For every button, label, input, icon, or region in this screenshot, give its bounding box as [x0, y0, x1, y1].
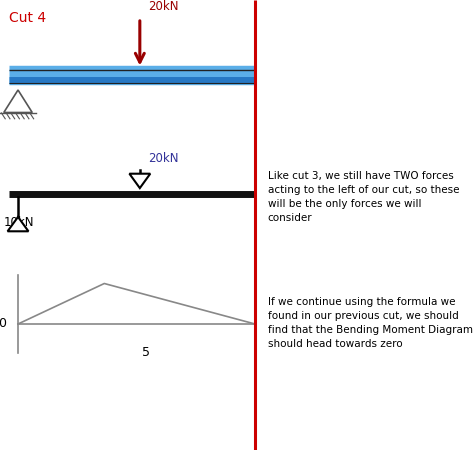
Text: Like cut 3, we still have TWO forces
acting to the left of our cut, so these
wil: Like cut 3, we still have TWO forces act… — [268, 171, 459, 223]
Text: 20kN: 20kN — [148, 152, 179, 165]
Polygon shape — [8, 217, 28, 231]
Text: 20kN: 20kN — [148, 0, 179, 13]
Polygon shape — [129, 174, 150, 188]
Text: 0: 0 — [0, 317, 6, 329]
Text: If we continue using the formula we
found in our previous cut, we should
find th: If we continue using the formula we foun… — [268, 297, 473, 349]
Text: Cut 4: Cut 4 — [9, 11, 46, 25]
Text: 5: 5 — [142, 346, 150, 360]
Text: 10kN: 10kN — [4, 216, 34, 229]
